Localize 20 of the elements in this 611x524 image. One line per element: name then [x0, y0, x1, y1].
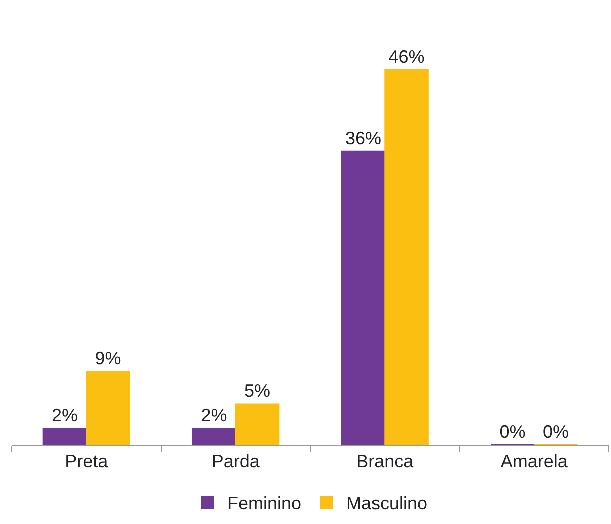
x-tick-label: Branca [356, 452, 415, 472]
data-label: 2% [201, 406, 228, 426]
bar [42, 428, 88, 445]
data-label: 5% [244, 381, 271, 402]
x-tick-label: Parda [212, 452, 261, 472]
data-label: 0% [500, 422, 526, 442]
bar [192, 428, 236, 445]
data-label: 2% [52, 406, 78, 426]
x-tick-label: Preta [65, 452, 110, 472]
bar [235, 404, 280, 445]
bar [384, 69, 429, 445]
data-label: 9% [95, 348, 122, 369]
bar [341, 150, 386, 445]
legend-label: Feminino [228, 494, 302, 514]
bar [86, 371, 130, 445]
legend-label: Masculino [346, 494, 428, 514]
data-label: 46% [388, 46, 425, 67]
x-tick-label: Amarela [500, 452, 569, 472]
data-label: 0% [543, 422, 570, 442]
data-label: 36% [345, 128, 382, 148]
